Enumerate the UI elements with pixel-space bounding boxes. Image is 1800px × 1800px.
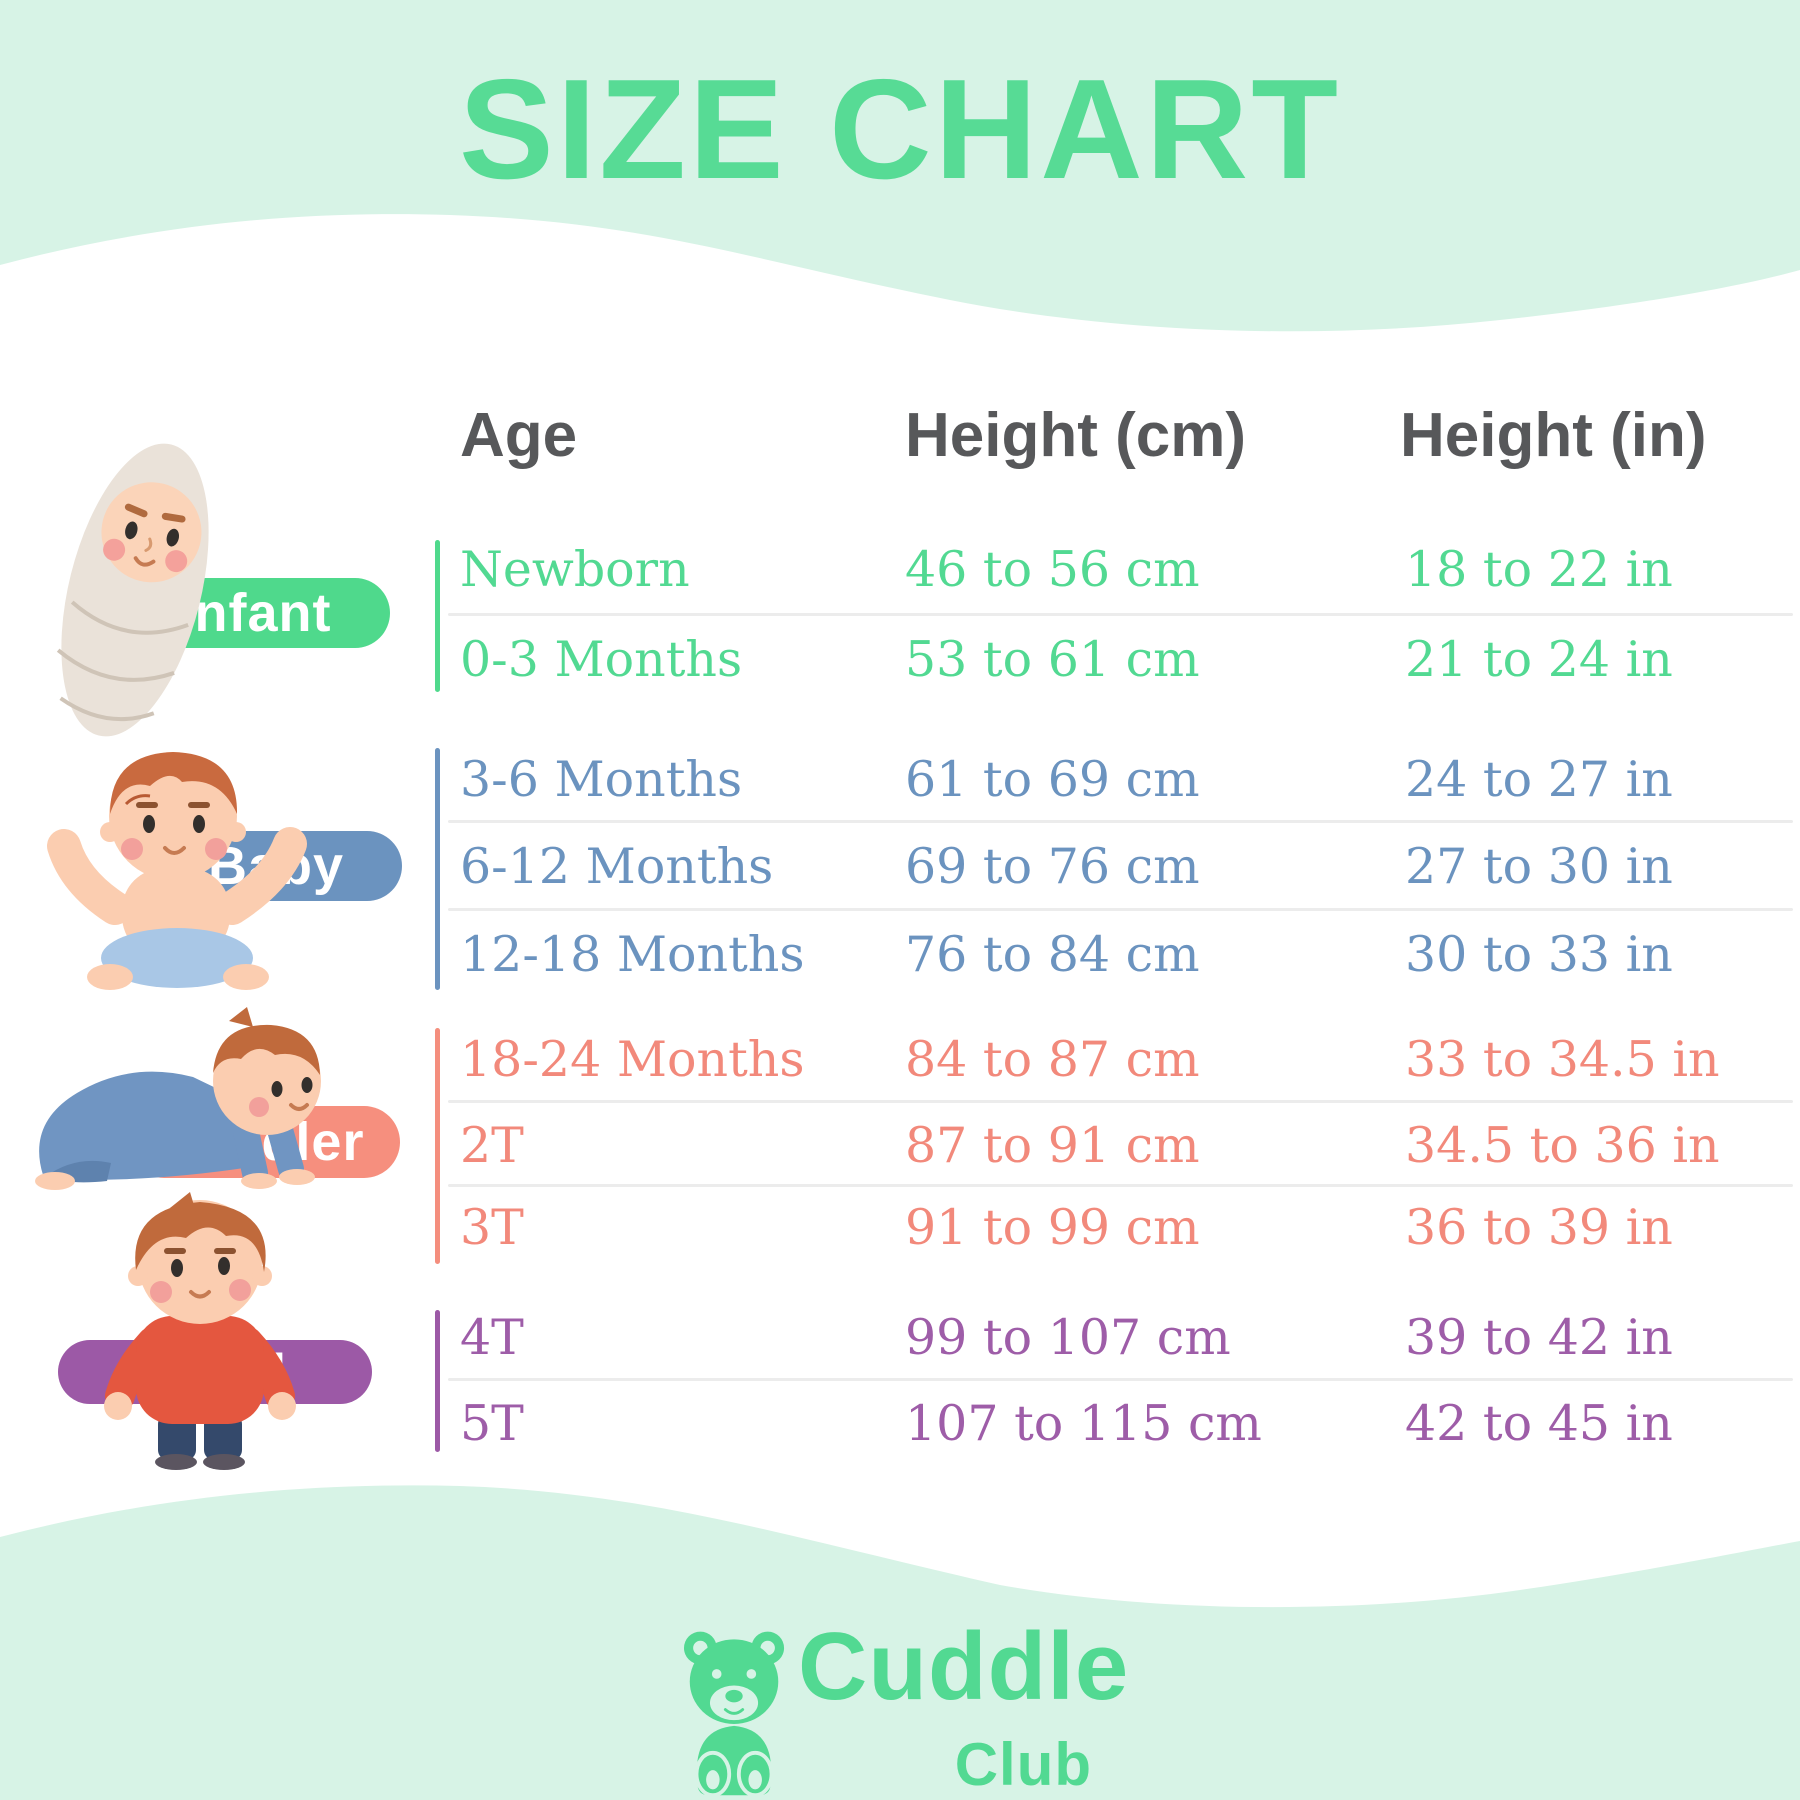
teddy-bear-logo-icon: [683, 1631, 785, 1798]
table-cell-in: 21 to 24 in: [1405, 631, 1673, 688]
table-cell-in: 36 to 39 in: [1405, 1199, 1673, 1256]
toddler-group-line: [435, 1028, 440, 1264]
table-cell-in: 27 to 30 in: [1405, 838, 1673, 895]
column-header-age: Age: [460, 401, 578, 470]
table-cell-cm: 91 to 99 cm: [905, 1199, 1200, 1256]
table-cell-in: 42 to 45 in: [1405, 1395, 1673, 1452]
table-cell-cm: 99 to 107 cm: [905, 1309, 1231, 1366]
table-cell-cm: 87 to 91 cm: [905, 1117, 1200, 1174]
infant-group-line: [435, 540, 440, 692]
table-cell-age: 3-6 Months: [460, 751, 743, 808]
page-title: SIZE CHART: [459, 50, 1341, 209]
row-divider: [448, 613, 1793, 616]
table-cell-age: Newborn: [460, 541, 690, 598]
table-cell-cm: 46 to 56 cm: [905, 541, 1200, 598]
table-cell-cm: 61 to 69 cm: [905, 751, 1200, 808]
column-header-height-cm: Height (cm): [905, 401, 1246, 470]
table-cell-age: 6-12 Months: [460, 838, 774, 895]
crawling-toddler-illustration: [35, 1007, 321, 1190]
table-cell-age: 18-24 Months: [460, 1031, 805, 1088]
table-cell-cm: 76 to 84 cm: [905, 926, 1200, 983]
row-divider: [448, 820, 1793, 823]
table-cell-in: 30 to 33 in: [1405, 926, 1673, 983]
sitting-baby-illustration: [47, 752, 307, 990]
table-cell-age: 4T: [460, 1309, 524, 1366]
table-cell-cm: 53 to 61 cm: [905, 631, 1200, 688]
group-badge-label: Infant: [178, 583, 332, 643]
table-cell-cm: 69 to 76 cm: [905, 838, 1200, 895]
table-cell-age: 12-18 Months: [460, 926, 805, 983]
brand-suffix: Club: [954, 1731, 1092, 1798]
row-divider: [448, 908, 1793, 911]
row-divider: [448, 1100, 1793, 1103]
baby-group-line: [435, 748, 440, 990]
table-cell-in: 24 to 27 in: [1405, 751, 1673, 808]
table-cell-age: 5T: [460, 1395, 524, 1452]
row-divider: [448, 1184, 1793, 1187]
table-cell-age: 0-3 Months: [460, 631, 743, 688]
table-cell-in: 39 to 42 in: [1405, 1309, 1673, 1366]
row-divider: [448, 1378, 1793, 1381]
table-cell-cm: 84 to 87 cm: [905, 1031, 1200, 1088]
column-header-height-in: Height (in): [1400, 401, 1707, 470]
table-cell-age: 2T: [460, 1117, 524, 1174]
swaddled-infant-illustration: [56, 443, 209, 737]
standing-kid-illustration: [104, 1192, 296, 1470]
brand-name: Cuddle: [798, 1613, 1130, 1720]
table-cell-in: 34.5 to 36 in: [1405, 1117, 1720, 1174]
table-cell-in: 33 to 34.5 in: [1405, 1031, 1720, 1088]
table-cell-in: 18 to 22 in: [1405, 541, 1673, 598]
table-cell-cm: 107 to 115 cm: [905, 1395, 1262, 1452]
kid-group-line: [435, 1310, 440, 1452]
table-cell-age: 3T: [460, 1199, 524, 1256]
